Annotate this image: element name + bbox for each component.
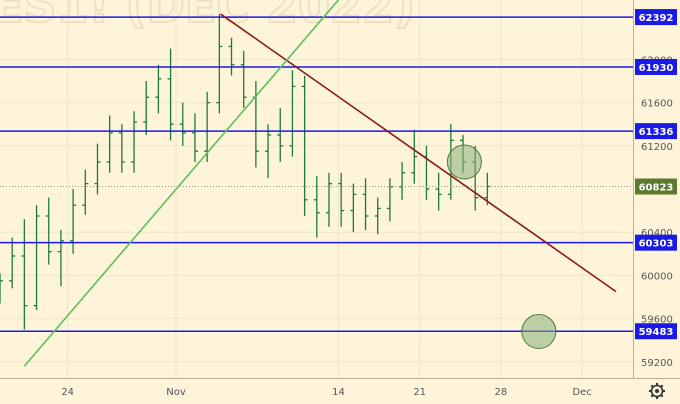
level-tag — [635, 123, 677, 140]
last-price-tag — [635, 178, 677, 195]
ohlc-bar — [374, 197, 381, 235]
ohlc-bar — [94, 143, 101, 195]
ohlc-bar — [0, 273, 3, 304]
level-tag-label: 60303 — [639, 239, 674, 250]
ohlc-bar — [82, 169, 89, 215]
level-tag-label: 62392 — [639, 13, 674, 24]
ohlc-bar — [277, 108, 284, 162]
ohlc-bar — [350, 183, 357, 233]
ohlc-bar — [191, 113, 198, 162]
x-tick-label: Nov — [166, 387, 186, 398]
annotation-circle — [446, 144, 482, 180]
ohlc-bar — [118, 124, 125, 173]
x-tick-label: 14 — [332, 387, 345, 398]
ohlc-bar — [155, 64, 162, 114]
x-tick-label: 24 — [61, 387, 74, 398]
x-tick-label: 21 — [413, 387, 426, 398]
ohlc-bar — [411, 129, 418, 184]
y-tick-label: 61600 — [641, 99, 673, 110]
y-tick-label: 60000 — [641, 271, 673, 282]
ohlc-bar — [216, 14, 223, 114]
price-tags: 62392 61930 61336 60303 59483 60823 — [635, 9, 677, 340]
ohlc-bar — [313, 176, 320, 238]
ohlc-bar — [45, 197, 52, 265]
y-tick-label: 59200 — [641, 358, 673, 369]
x-tick-label: Dec — [572, 387, 591, 398]
ohlc-bar — [9, 237, 16, 289]
ohlc-bar — [21, 219, 28, 330]
ohlc-bar — [131, 111, 138, 173]
ohlc-bar — [57, 230, 64, 287]
ohlc-bar — [228, 37, 235, 76]
ohlc-bar — [265, 124, 272, 179]
x-tick-label: 28 — [495, 387, 508, 398]
ohlc-bar — [204, 91, 211, 162]
ohlc-bar — [167, 48, 174, 141]
level-tag — [635, 234, 677, 251]
ohlc-bar — [338, 172, 345, 227]
ohlc-bar — [362, 178, 369, 231]
trend-lines — [23, 0, 617, 367]
ohlc-bar — [240, 50, 247, 108]
time-axis: 24 Nov 14 21 28 Dec — [61, 387, 592, 398]
price-series — [0, 14, 491, 330]
ohlc-bar — [179, 102, 186, 146]
settings-gear-icon[interactable] — [649, 383, 665, 399]
ohlc-bar — [106, 115, 113, 173]
ohlc-bar — [325, 172, 332, 227]
trendline-support — [23, 0, 340, 367]
y-tick-label: 61200 — [641, 142, 673, 153]
level-tag — [635, 9, 677, 26]
level-tag — [635, 323, 677, 340]
chart-grid — [0, 0, 633, 378]
y-tick-label: 60400 — [641, 228, 673, 239]
ohlc-bar — [33, 205, 40, 310]
level-tag-label: 61336 — [639, 127, 674, 138]
ohlc-bar — [143, 81, 150, 135]
ohlc-bar — [435, 172, 442, 211]
level-tag — [635, 58, 677, 75]
ohlc-bar — [289, 70, 296, 157]
level-tag-label: 59483 — [639, 327, 674, 338]
last-price-label: 60823 — [639, 183, 674, 194]
level-tag-label: 61930 — [639, 63, 674, 74]
y-tick-label: 59600 — [641, 315, 673, 326]
annotation-circle — [521, 314, 557, 350]
ohlc-bar — [301, 75, 308, 216]
annotation-circles — [446, 144, 557, 350]
